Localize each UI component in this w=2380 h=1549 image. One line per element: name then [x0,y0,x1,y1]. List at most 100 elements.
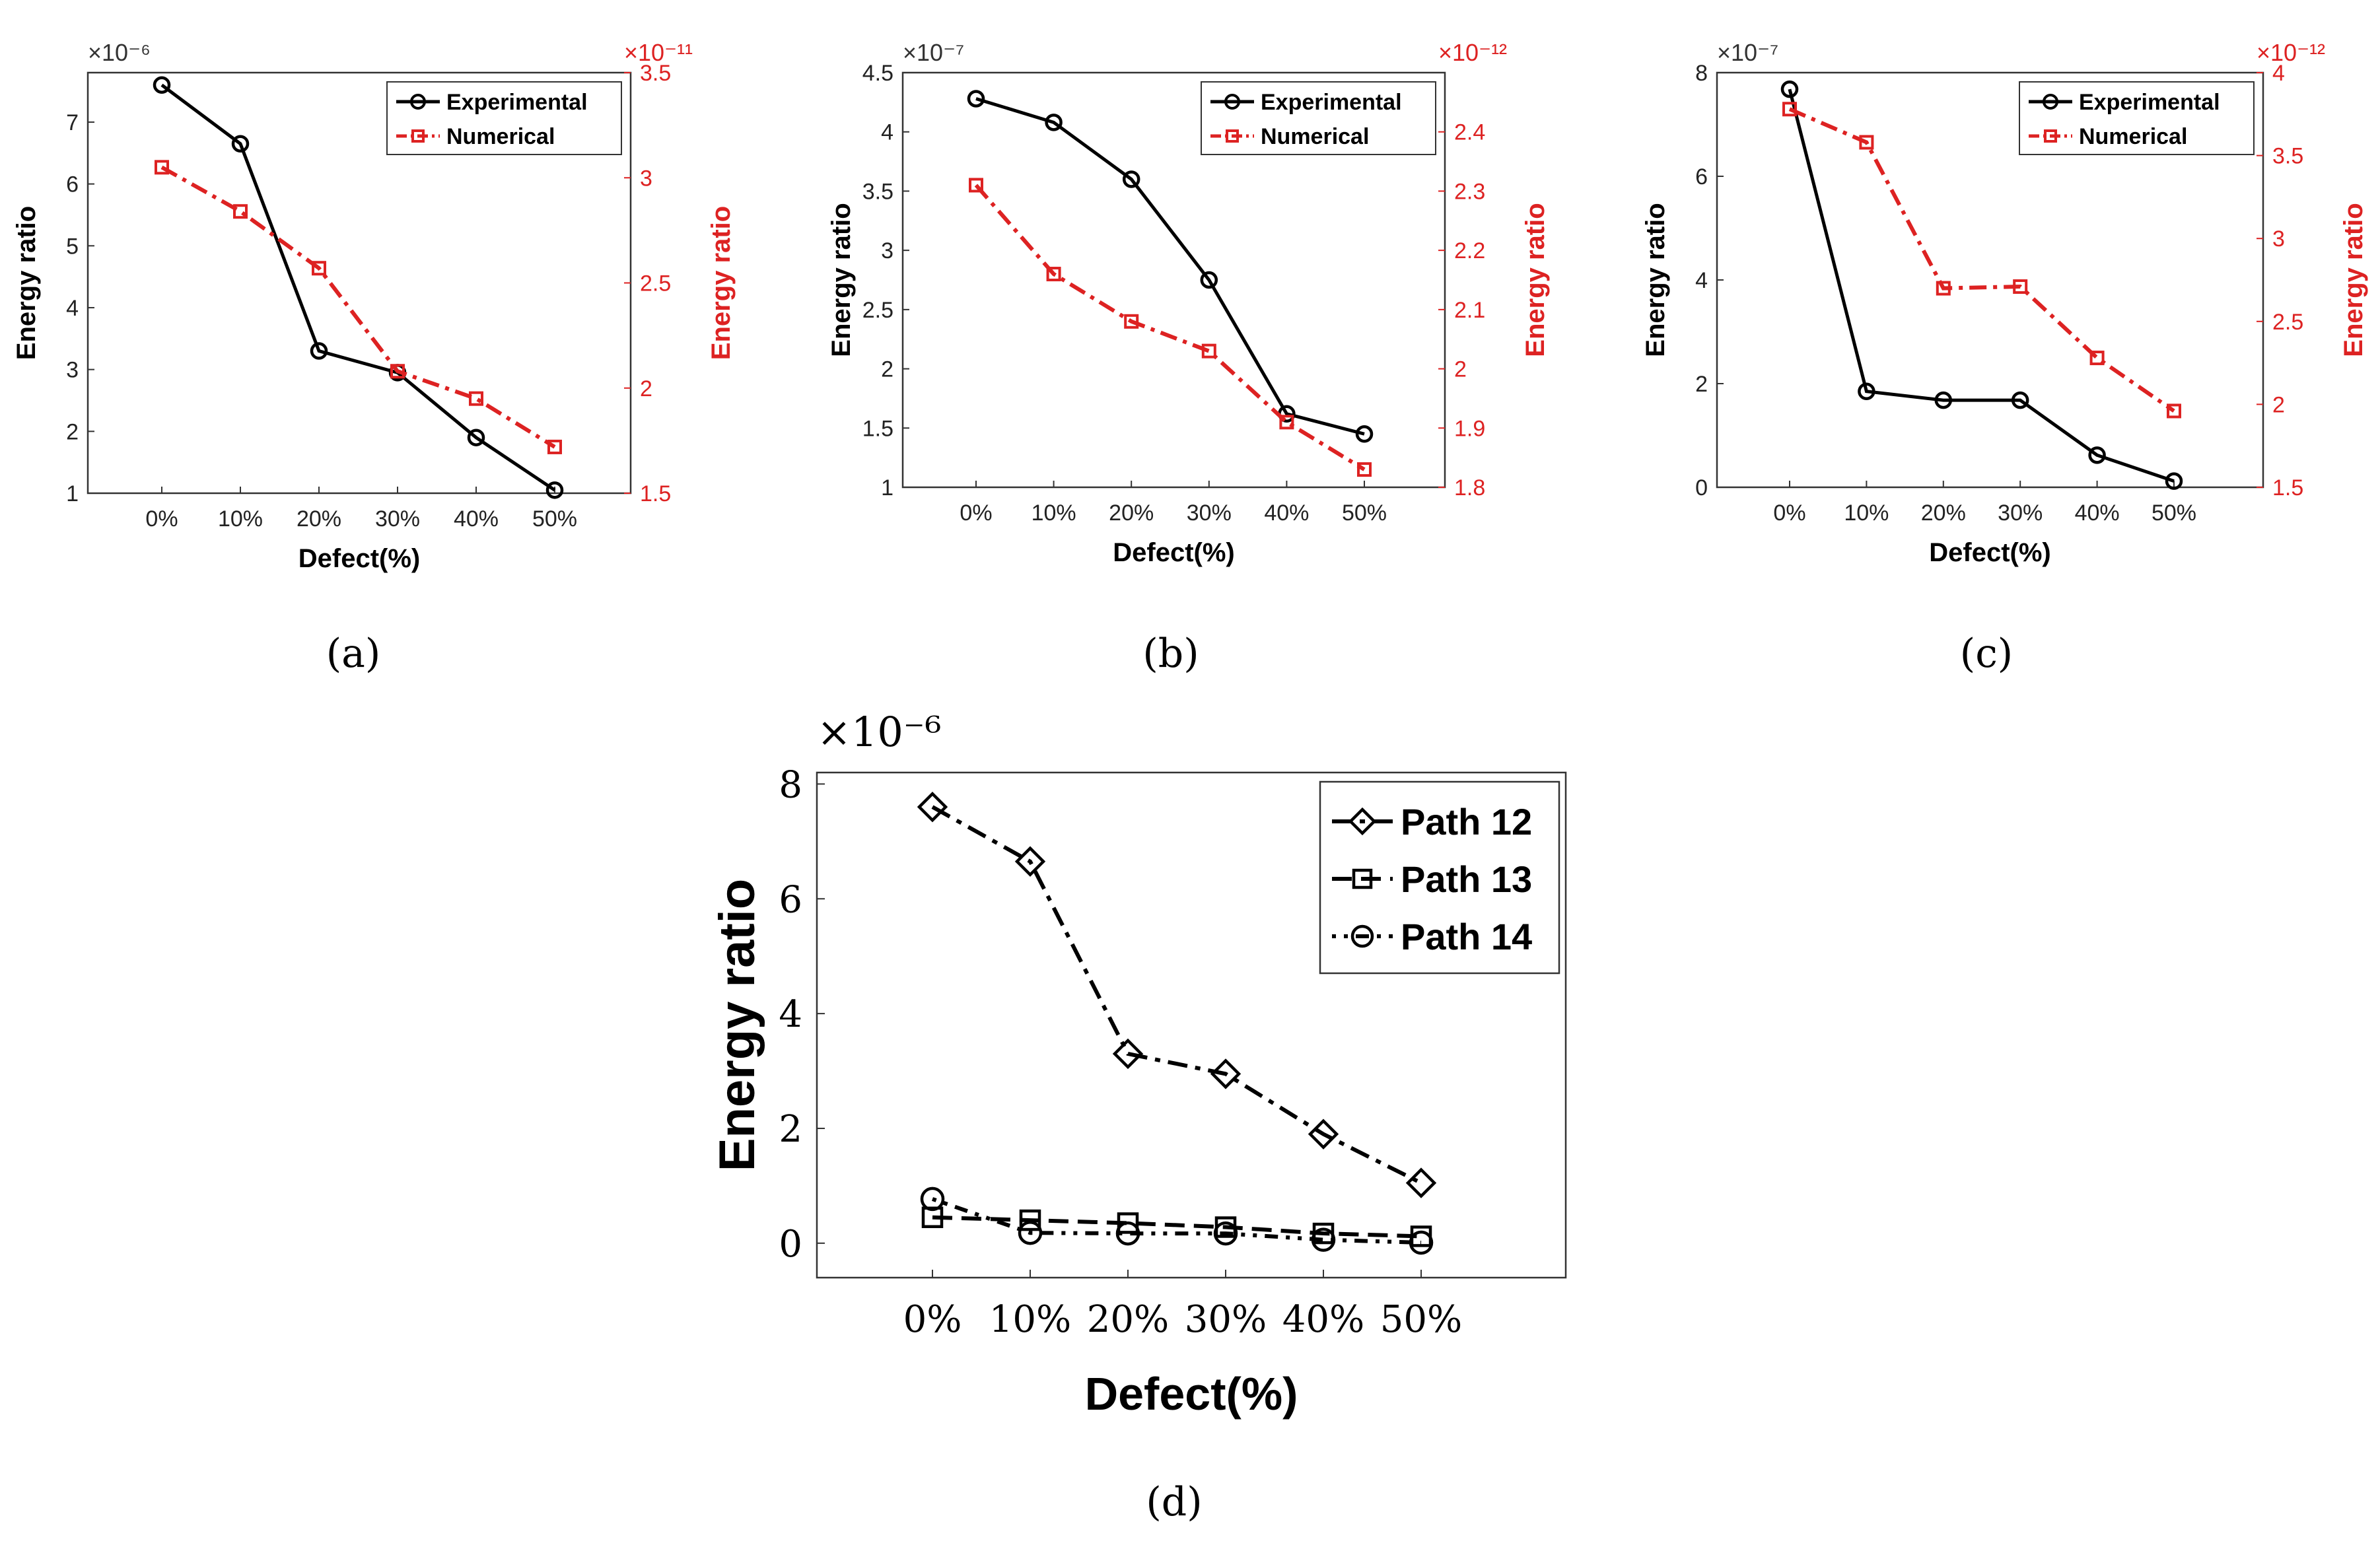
x-tick-label: 10% [1844,500,1889,526]
y-left-tick-label: 4 [66,296,79,321]
y-right-tick-label: 3 [2272,226,2285,252]
data-point [231,135,250,153]
legend-label: Path 14 [1401,916,1532,957]
x-tick-label: 40% [2075,500,2120,526]
data-point [2011,391,2029,409]
legend-box [2019,81,2255,155]
series-experimental [1780,80,2183,490]
y-right-axis-label: Energy ratio [1521,203,1550,357]
data-point [155,160,169,175]
data-point [2165,472,2183,490]
y-right-tick-label: 2.2 [1454,238,1485,263]
y-tick-label: 4 [779,993,802,1036]
data-point [1200,271,1218,289]
x-tick-label: 30% [1187,500,1232,526]
data-point [1122,170,1140,188]
data-point [917,791,948,823]
data-point [1308,1119,1339,1150]
legend-label: Numerical [1261,124,1369,149]
x-tick-label: 40% [1264,500,1309,526]
data-point [1780,80,1799,98]
series-line [932,1215,1422,1239]
chart-panel-b: 0% 10% 20% 30% 40% 50% Defect(%) 1 1.5 2 2.5 3 3.5 4 4… [827,39,1550,567]
y-left-tick-label: 6 [1695,164,1708,189]
x-tick-label: 20% [1921,500,1966,526]
series-line [932,1197,1422,1245]
y-left-exponent: ×10⁻⁷ [903,39,964,66]
y-left-tick-label: 8 [1695,61,1708,86]
data-point [1782,102,1797,117]
data-point [2089,351,2105,366]
y-left-tick-label: 0 [1695,475,1708,500]
data-point [2167,403,2181,419]
y-left-tick-label: 4 [1695,268,1708,293]
legend-marker [1348,807,1377,836]
legend-marker [1350,924,1374,948]
data-point [1279,415,1294,430]
x-tick-label: 20% [1109,500,1154,526]
x-tick-label: 50% [2152,500,2196,526]
y-exponent: ×10⁻⁶ [817,708,941,756]
y-right-tick-label: 2.1 [1454,298,1485,323]
legend-label: Numerical [2079,124,2187,149]
data-point [312,261,326,276]
data-point [1115,1221,1140,1246]
panel-label: (a) [326,631,381,677]
data-point [2088,446,2106,464]
y-right-exponent: ×10⁻¹² [1438,39,1507,66]
y-left-tick-label: 1 [66,481,79,506]
data-point [1210,1058,1242,1089]
x-tick-label: 10% [218,506,263,532]
data-point [967,90,985,108]
plot-frame [816,771,1567,1279]
series-experimental [153,76,564,499]
y-left-tick-label: 3.5 [862,179,893,204]
data-point [310,342,328,360]
y-left-tick-label: 3 [881,238,893,263]
y-right-exponent: ×10⁻¹¹ [624,39,693,66]
data-point [1355,425,1374,443]
x-tick-label: 20% [1087,1298,1169,1341]
series-path-14 [920,1187,1434,1255]
legend-marker [2044,129,2057,143]
data-point [390,364,405,379]
legend-label: Experimental [446,90,588,115]
legend-label: Numerical [446,124,555,149]
y-right-tick-label: 3.5 [640,61,671,86]
series-line [1788,88,2175,483]
data-point [2013,279,2028,294]
x-tick-label: 30% [1185,1298,1267,1341]
y-right-tick-label: 1.8 [1454,475,1485,500]
y-left-axis-label: Energy ratio [1641,203,1670,357]
data-point [547,439,562,454]
x-tick-label: 50% [532,506,577,532]
series-numerical [1782,102,2181,419]
data-point [1112,1038,1144,1070]
data-point [1936,281,1951,296]
series-experimental [967,90,1374,443]
series-path-12 [917,791,1437,1198]
y-tick-label: 2 [779,1108,802,1151]
data-point [1405,1167,1437,1198]
data-point [545,481,564,499]
data-point [1858,382,1875,401]
data-point [920,1187,945,1212]
x-axis-label: Defect(%) [1113,538,1234,567]
data-point [1014,846,1046,877]
data-point [1409,1230,1434,1255]
panel-label: (c) [1960,631,2013,677]
y-right-tick-label: 3 [640,166,652,191]
x-tick-label: 50% [1380,1298,1462,1341]
data-point [1357,462,1372,477]
legend-marker [1224,94,1240,110]
legend: Experimental Numerical [386,81,622,155]
series-line [974,184,1366,471]
y-left-tick-label: 4.5 [862,61,893,86]
data-point [233,204,248,219]
panel-label: (d) [1146,1479,1202,1525]
legend: Experimental Numerical [1201,81,1436,155]
legend: Path 12 Path 13 Path 14 [1319,780,1560,975]
series-line [160,83,556,492]
legend-label: Experimental [2079,90,2220,115]
data-point [469,391,483,406]
